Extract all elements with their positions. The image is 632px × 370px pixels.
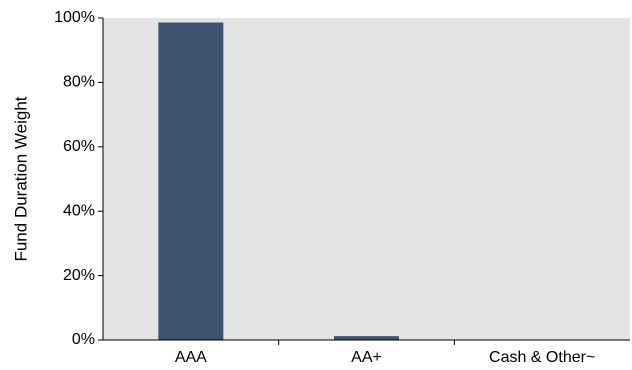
bars-group [158, 22, 399, 341]
y-ticks-group: 0% 20% 40% 60% 80% 100% [54, 9, 103, 348]
x-tick-label: AAA [175, 349, 207, 365]
bar-aaa [158, 22, 224, 341]
y-tick-label: 60% [63, 138, 95, 155]
y-tick-label: 0% [72, 331, 95, 348]
y-tick-label: 100% [54, 9, 95, 26]
x-ticks-group: AAA AA+ Cash & Other~ [175, 340, 595, 366]
x-tick-label: AA+ [351, 349, 382, 365]
y-tick-label: 40% [63, 202, 95, 219]
y-tick-label: 80% [63, 74, 95, 91]
axes-group [102, 18, 630, 341]
x-tick-label: Cash & Other~ [489, 349, 595, 365]
bar-aa [334, 336, 399, 340]
y-tick-label: 20% [63, 267, 95, 284]
y-axis-title: Fund Duration Weight [11, 96, 30, 261]
